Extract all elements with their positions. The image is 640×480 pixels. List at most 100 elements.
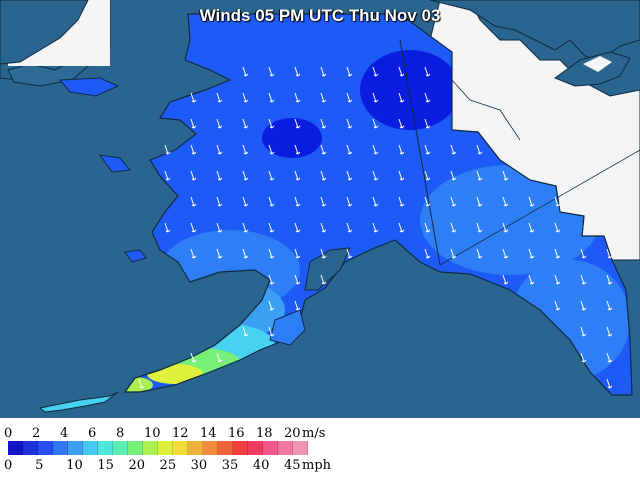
wind-barb <box>502 222 509 233</box>
legend-ms-tick: 2 <box>32 426 41 441</box>
wind-barb <box>320 144 327 155</box>
wind-barb <box>502 248 509 259</box>
wind-barb <box>554 274 561 285</box>
wind-barb <box>450 222 457 233</box>
wind-barb <box>424 196 431 207</box>
wind-barb <box>346 118 353 129</box>
wind-barb <box>268 66 275 77</box>
wind-barb <box>424 66 431 77</box>
wind-barb <box>268 144 275 155</box>
wind-map <box>0 0 640 418</box>
legend-color-cell <box>23 441 38 455</box>
wind-barb <box>294 274 301 285</box>
wind-barb <box>450 248 457 259</box>
wind-barb <box>372 196 379 207</box>
wind-barb <box>476 144 483 155</box>
wind-barb <box>190 352 197 363</box>
st-lawrence-island <box>58 77 120 97</box>
wind-barb <box>320 274 327 285</box>
wind-barb <box>346 196 353 207</box>
wind-barb <box>346 222 353 233</box>
st-matthew-island <box>98 154 131 173</box>
wind-barb <box>268 274 275 285</box>
wind-barb <box>346 248 353 259</box>
legend-ms-unit: m/s <box>302 426 326 441</box>
wind-barb <box>554 248 561 259</box>
legend-color-cell <box>218 441 233 455</box>
wind-barb <box>294 170 301 181</box>
legend-color-cell <box>263 441 278 455</box>
legend-color-cell <box>53 441 68 455</box>
wind-barb <box>346 66 353 77</box>
wind-barb <box>554 222 561 233</box>
wind-barb <box>216 352 223 363</box>
wind-barb <box>450 196 457 207</box>
wind-barb <box>476 222 483 233</box>
legend-color-cell <box>278 441 293 455</box>
legend-mph-tick: 35 <box>221 458 239 473</box>
legend-color-cell <box>233 441 248 455</box>
wind-barb <box>294 144 301 155</box>
legend-mph-tick: 5 <box>35 458 44 473</box>
wind-barb <box>398 144 405 155</box>
wind-barb <box>216 222 223 233</box>
wind-barb <box>502 274 509 285</box>
legend-ms-tick: 0 <box>4 426 13 441</box>
wind-barb <box>294 196 301 207</box>
wind-barb <box>398 170 405 181</box>
wind-barb <box>606 248 613 259</box>
wind-barb <box>346 144 353 155</box>
legend-color-bar <box>8 441 308 455</box>
canada-lake <box>583 56 612 72</box>
wind-barb <box>502 170 509 181</box>
wind-barb <box>268 170 275 181</box>
legend-color-cell <box>128 441 143 455</box>
wind-barb <box>216 118 223 129</box>
wind-barb <box>606 352 613 363</box>
wind-barb <box>190 170 197 181</box>
wind-barb <box>372 144 379 155</box>
legend: 0 2 4 6 8 10 12 14 16 18 20 m/s 0 5 10 15 20 25 30 35 40 45… <box>0 418 640 480</box>
wind-barb <box>216 248 223 259</box>
wind-zone-light-east <box>420 165 600 275</box>
wind-barb <box>606 300 613 311</box>
wind-barb <box>216 144 223 155</box>
legend-ms-tick: 10 <box>144 426 161 441</box>
wind-barb <box>190 248 197 259</box>
wind-barb <box>476 196 483 207</box>
legend-color-cell <box>188 441 203 455</box>
wind-barb <box>190 92 197 103</box>
legend-color-cell <box>83 441 98 455</box>
wind-barb <box>450 144 457 155</box>
legend-ms-tick: 4 <box>60 426 69 441</box>
wind-barb <box>242 118 249 129</box>
legend-ms-tick: 14 <box>200 426 217 441</box>
wind-barb <box>580 352 587 363</box>
wind-barb <box>294 92 301 103</box>
wind-barb <box>424 92 431 103</box>
legend-mph-tick: 25 <box>159 458 177 473</box>
wind-barb <box>424 248 431 259</box>
wind-barb <box>580 326 587 337</box>
wind-barb <box>242 222 249 233</box>
wind-barb <box>398 66 405 77</box>
aleutian-islands <box>38 391 119 413</box>
wind-barb <box>372 222 379 233</box>
wind-barb <box>320 92 327 103</box>
wind-barb <box>190 144 197 155</box>
wind-barb <box>138 378 145 389</box>
legend-mph-tick: 0 <box>4 458 13 473</box>
legend-color-cell <box>113 441 128 455</box>
canada-bc-border <box>439 149 640 266</box>
legend-color-cell <box>143 441 158 455</box>
legend-mph-tick: 20 <box>128 458 145 473</box>
wind-barb <box>398 196 405 207</box>
wind-barb <box>164 170 171 181</box>
legend-mph-tick: 40 <box>252 458 270 473</box>
legend-ms-tick: 18 <box>256 426 273 441</box>
wind-barb <box>372 66 379 77</box>
legend-color-cell <box>98 441 113 455</box>
wind-barb <box>476 248 483 259</box>
wind-barb <box>294 222 301 233</box>
wind-barb <box>164 222 171 233</box>
